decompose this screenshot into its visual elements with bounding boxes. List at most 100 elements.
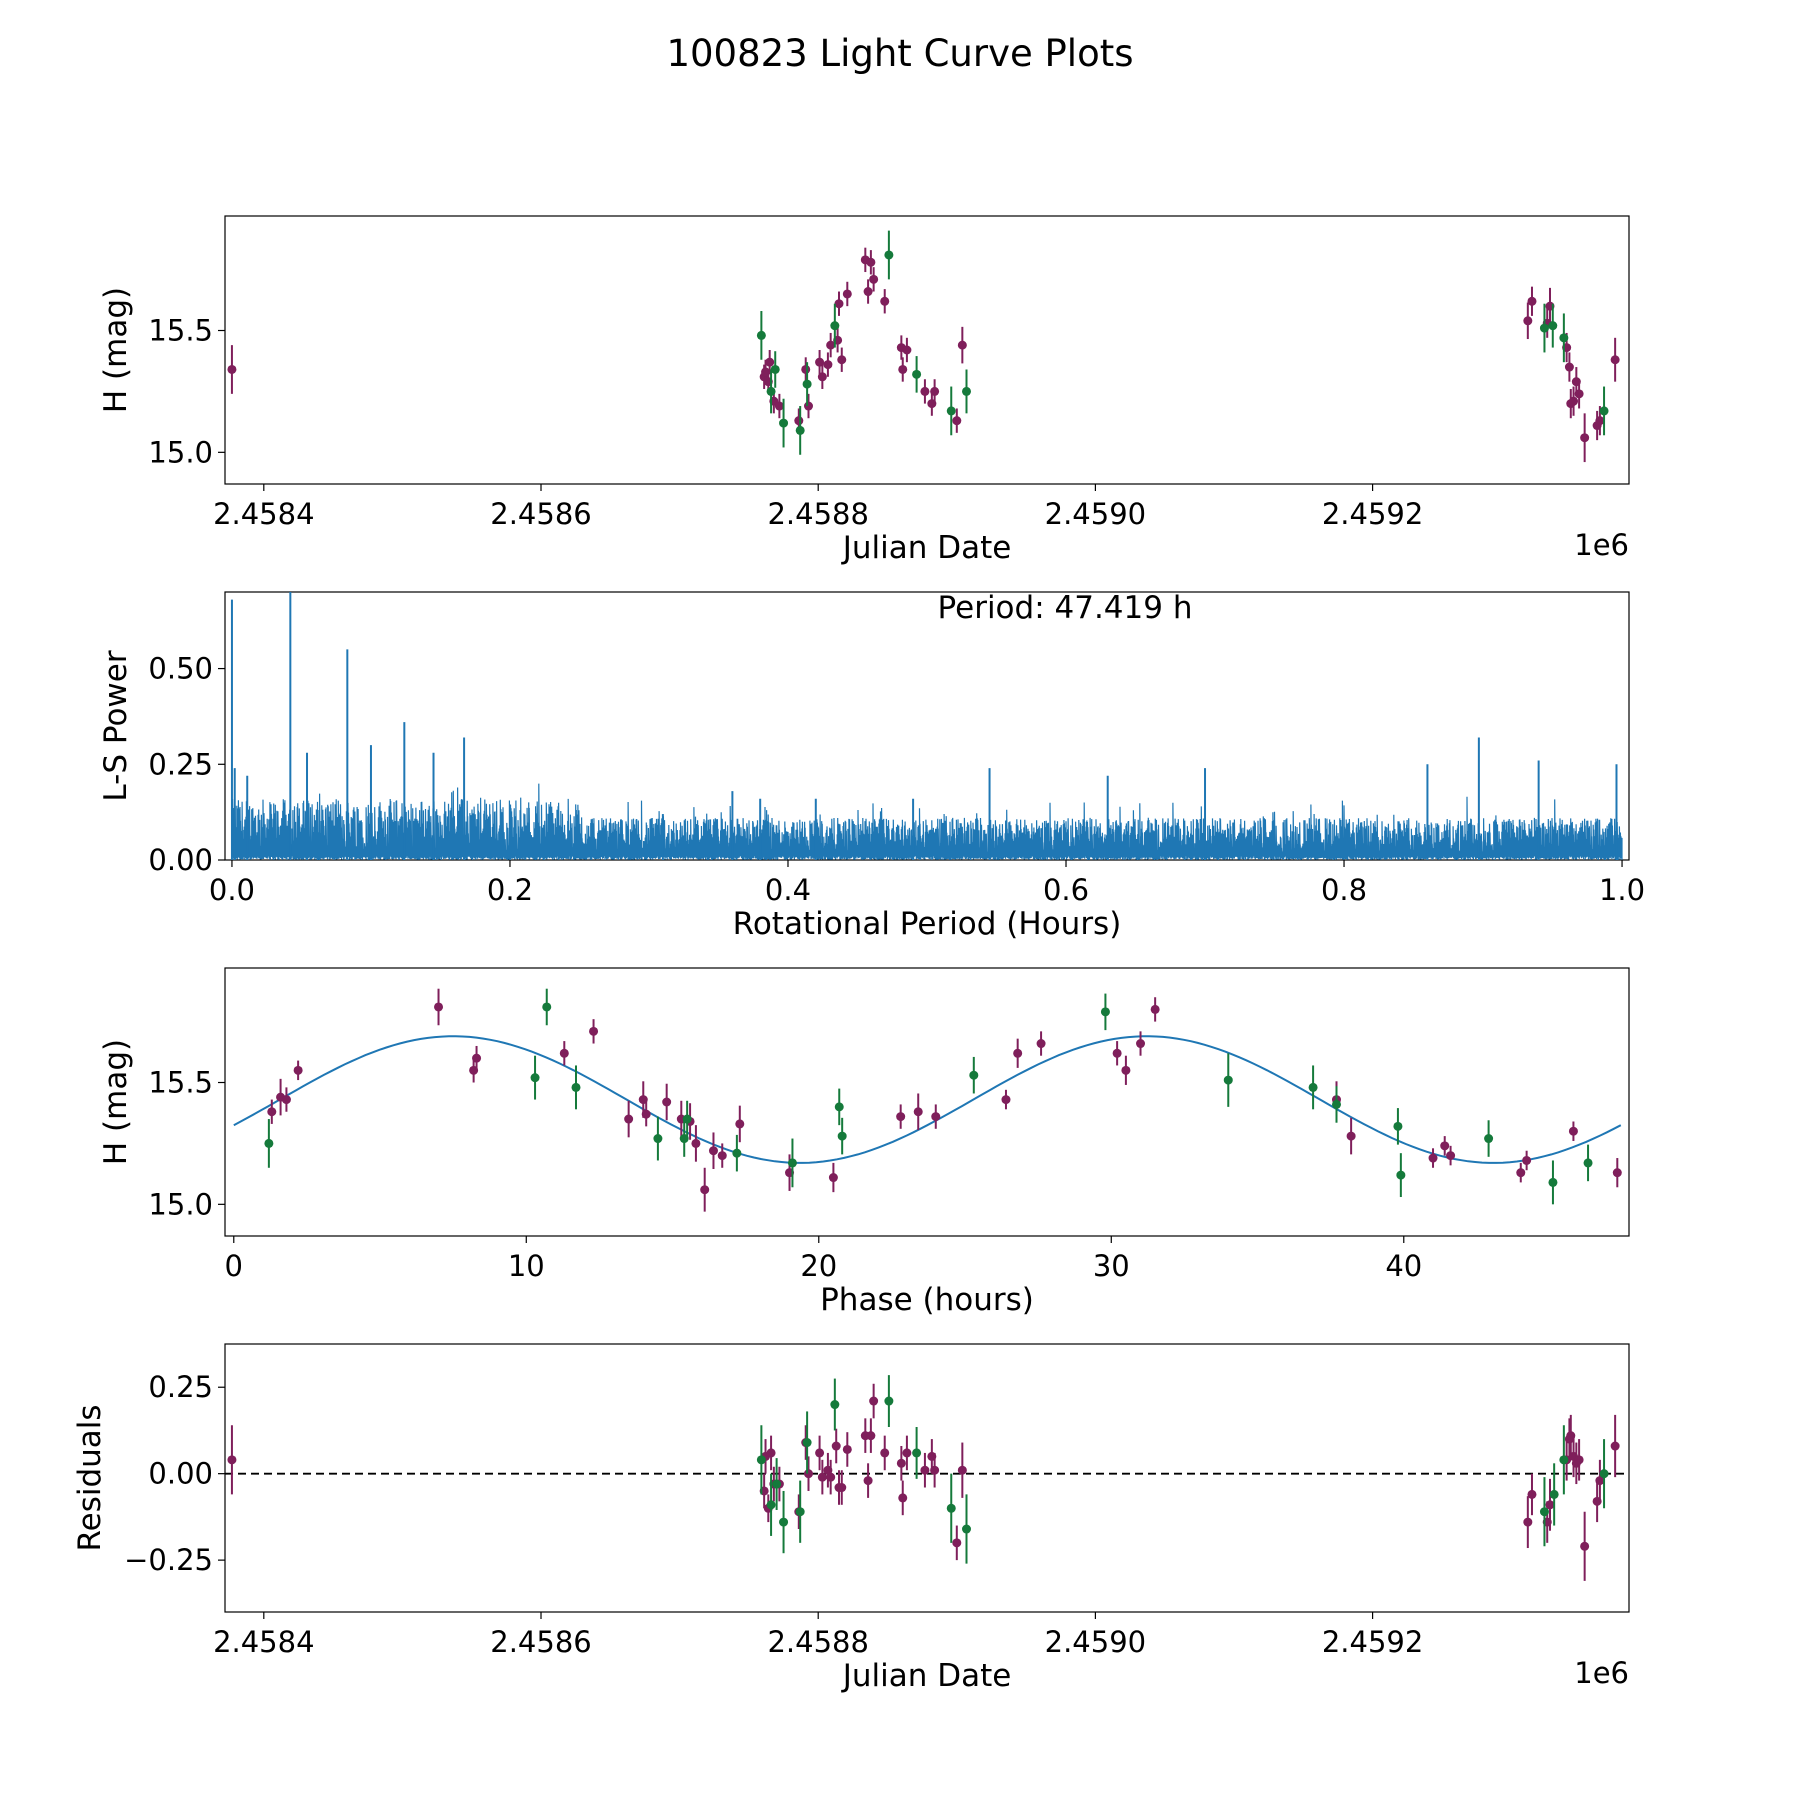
lightcurve-xlabel: Julian Date xyxy=(841,530,1012,566)
data-point-r xyxy=(863,287,873,297)
x-tick-label: 1.0 xyxy=(1599,873,1645,907)
data-point-r xyxy=(930,1465,940,1475)
data-point-g xyxy=(770,364,780,374)
data-point-r xyxy=(1516,1168,1526,1178)
data-point-g xyxy=(1549,1489,1559,1499)
data-point-g xyxy=(1599,406,1609,416)
data-point-r xyxy=(826,340,836,350)
periodogram-xlabel: Rotational Period (Hours) xyxy=(733,906,1122,942)
data-point-r xyxy=(559,1048,569,1058)
x-tick-label: 0 xyxy=(225,1249,243,1283)
data-point-g xyxy=(837,1131,847,1141)
x-tick-label: 0.8 xyxy=(1321,873,1367,907)
data-point-r xyxy=(1564,362,1574,372)
x-tick-label: 2.4590 xyxy=(1045,497,1146,531)
data-point-r xyxy=(1568,1126,1578,1136)
data-point-g xyxy=(1308,1082,1318,1092)
data-point-g xyxy=(969,1070,979,1080)
data-point-g xyxy=(912,369,922,379)
data-point-r xyxy=(817,1472,827,1482)
periodogram-panel: 0.0 0.2 0.4 0.6 0.8 1.0 0.00 0.25 0.50 Period: 4… xyxy=(98,590,1645,942)
data-point-r xyxy=(801,364,811,374)
data-point-r xyxy=(765,357,775,367)
data-point-r xyxy=(828,1173,838,1183)
phased-marks xyxy=(233,988,1622,1212)
periodogram-ticks: 0.0 0.2 0.4 0.6 0.8 1.0 0.00 0.25 0.50 xyxy=(148,652,1645,907)
data-point-r xyxy=(794,416,804,426)
data-point-r xyxy=(1527,296,1537,306)
data-point-r xyxy=(1527,1489,1537,1499)
data-point-g xyxy=(1548,1177,1558,1187)
x-tick-label: 40 xyxy=(1385,1249,1422,1283)
data-point-r xyxy=(823,360,833,370)
residuals-panel: 2.4584 2.4586 2.4588 2.4590 2.4592 −0.25 0.00 0… xyxy=(72,1343,1630,1694)
x-tick-label: 2.4592 xyxy=(1322,1625,1423,1659)
data-point-g xyxy=(1332,1099,1341,1109)
data-point-g xyxy=(766,386,776,396)
data-point-r xyxy=(834,299,844,309)
data-point-r xyxy=(662,1097,672,1107)
residuals-marks xyxy=(225,1375,1629,1581)
data-point-r xyxy=(930,386,940,396)
data-point-r xyxy=(774,401,784,411)
data-point-r xyxy=(803,1469,813,1479)
y-tick-label: 15.0 xyxy=(148,435,213,469)
data-point-g xyxy=(1223,1075,1233,1085)
data-point-r xyxy=(434,1002,444,1012)
data-point-r xyxy=(866,257,876,267)
data-point-r xyxy=(815,357,825,367)
y-tick-label: 15.5 xyxy=(148,1066,213,1100)
data-point-r xyxy=(281,1095,291,1105)
data-point-g xyxy=(795,1507,805,1517)
data-point-r xyxy=(1036,1039,1046,1049)
x-tick-label: 2.4584 xyxy=(213,497,314,531)
periodogram-axes-frame xyxy=(224,591,1630,861)
data-point-r xyxy=(880,1448,890,1458)
data-point-g xyxy=(802,379,812,389)
data-point-r xyxy=(817,372,827,382)
data-point-r xyxy=(641,1109,651,1119)
data-point-r xyxy=(1580,1541,1590,1551)
data-point-r xyxy=(902,1448,912,1458)
data-point-r xyxy=(691,1138,701,1148)
residuals-ylabel: Residuals xyxy=(72,1404,108,1551)
data-point-r xyxy=(1612,1168,1622,1178)
data-point-r xyxy=(931,1112,941,1122)
phased-xlabel: Phase (hours) xyxy=(820,1282,1034,1318)
y-tick-label: 15.5 xyxy=(148,314,213,348)
data-point-r xyxy=(638,1095,648,1105)
data-point-r xyxy=(717,1151,727,1161)
data-point-g xyxy=(946,1503,956,1513)
data-point-r xyxy=(1610,355,1620,365)
data-point-r xyxy=(1574,1455,1584,1465)
data-point-r xyxy=(1545,1500,1555,1510)
data-point-r xyxy=(896,1112,906,1122)
data-point-g xyxy=(779,1517,789,1527)
data-point-r xyxy=(293,1065,303,1075)
data-point-r xyxy=(1569,396,1579,406)
data-point-r xyxy=(1440,1141,1450,1151)
data-point-g xyxy=(756,330,766,340)
x-tick-label: 2.4586 xyxy=(490,1625,591,1659)
data-point-g xyxy=(1396,1170,1406,1180)
phased-axes-frame xyxy=(224,967,1630,1237)
data-point-g xyxy=(653,1134,663,1144)
y-tick-label: 0.50 xyxy=(148,652,213,686)
y-tick-label: 0.00 xyxy=(148,843,213,877)
data-point-r xyxy=(1428,1153,1438,1163)
residuals-xlabel: Julian Date xyxy=(841,1658,1012,1694)
data-point-r xyxy=(624,1114,634,1124)
data-point-r xyxy=(869,274,879,284)
x-tick-label: 2.4592 xyxy=(1322,497,1423,531)
data-point-r xyxy=(472,1053,482,1063)
residuals-offset-label: 1e6 xyxy=(1574,1656,1629,1690)
data-point-g xyxy=(779,418,789,428)
data-point-g xyxy=(884,250,894,260)
data-point-g xyxy=(1484,1134,1494,1144)
y-tick-label: 0.00 xyxy=(148,1457,213,1491)
data-point-r xyxy=(1112,1048,1122,1058)
data-point-g xyxy=(732,1148,742,1158)
data-point-r xyxy=(1522,1155,1532,1165)
data-point-g xyxy=(766,1500,776,1510)
phased-ticks: 0 10 20 30 40 15.0 15.5 xyxy=(148,1066,1422,1283)
